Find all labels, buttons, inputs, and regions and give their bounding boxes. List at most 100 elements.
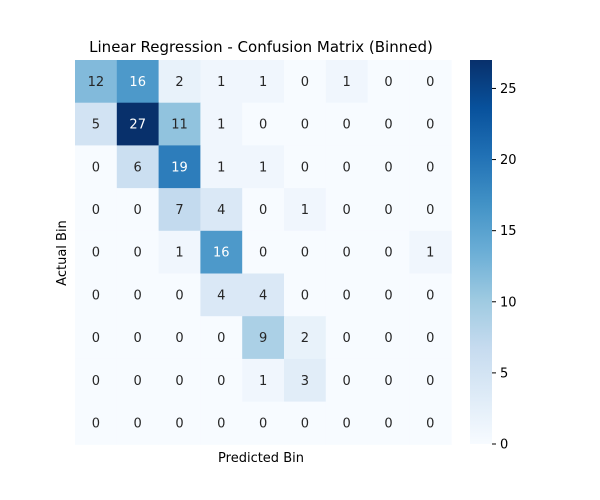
cell-value-label: 4: [217, 288, 225, 303]
heatmap-cell: [325, 102, 369, 146]
cell-value-label: 0: [134, 246, 142, 261]
cell-value-label: 27: [129, 118, 146, 133]
cell-value-label: 1: [217, 118, 225, 133]
cell-value-label: 0: [259, 416, 267, 431]
colorbar-tick-label: 25: [500, 82, 517, 97]
cell-value-label: 0: [134, 331, 142, 346]
cell-value-label: 0: [384, 75, 392, 90]
heatmap-cell: [116, 230, 160, 274]
cell-value-label: 0: [343, 118, 351, 133]
heatmap-cell: [242, 358, 285, 403]
cell-value-label: 0: [426, 416, 434, 431]
cell-value-label: 2: [175, 75, 183, 90]
heatmap-cell: [158, 60, 201, 104]
heatmap-cell: [242, 273, 285, 317]
cell-value-label: 4: [259, 288, 267, 303]
cell-value-label: 0: [426, 288, 434, 303]
cell-value-label: 0: [343, 160, 351, 175]
heatmap-cell: [284, 401, 327, 445]
cell-value-label: 9: [259, 331, 267, 346]
cell-value-label: 11: [171, 118, 188, 133]
cell-value-label: 0: [384, 160, 392, 175]
cell-value-label: 0: [92, 416, 100, 431]
heatmap-cell: [200, 145, 243, 189]
heatmap-cell: [158, 188, 201, 232]
cell-value-label: 0: [92, 288, 100, 303]
cell-value-label: 0: [343, 246, 351, 261]
heatmap-cell: [409, 230, 452, 274]
cell-value-label: 1: [259, 374, 267, 389]
colorbar-ticks: 0 5 10 15 20 25: [492, 82, 517, 453]
heatmap-cell: [367, 102, 410, 146]
heatmap-cell: [158, 358, 201, 403]
heatmap-cell: [367, 401, 410, 445]
cell-value-label: 0: [384, 416, 392, 431]
heatmap-cell: [367, 145, 410, 189]
heatmap-cell: [116, 102, 160, 146]
cell-value-label: 0: [384, 288, 392, 303]
heatmap-cell: [367, 316, 410, 360]
heatmap-cell: [242, 145, 285, 189]
heatmap-cell: [409, 273, 452, 317]
heatmap-cell: [325, 316, 369, 360]
cell-value-label: 0: [301, 118, 309, 133]
heatmap-cell: [116, 358, 160, 403]
cell-value-label: 0: [384, 331, 392, 346]
colorbar-tick-label: 15: [500, 224, 517, 239]
heatmap-cell: [75, 145, 118, 189]
heatmap-cell: [158, 102, 201, 146]
cell-value-label: 1: [426, 246, 434, 261]
heatmap-cell: [325, 358, 369, 403]
heatmap-cell: [75, 273, 118, 317]
heatmap-cell: [116, 60, 160, 104]
heatmap-cell: [75, 401, 118, 445]
cell-value-label: 3: [301, 374, 309, 389]
heatmap-cell: [367, 188, 410, 232]
heatmap-cell: [284, 316, 327, 360]
cell-value-label: 0: [343, 374, 351, 389]
heatmap-cell: [284, 102, 327, 146]
heatmap-cell: [200, 273, 243, 317]
heatmap-cell: [242, 230, 285, 274]
heatmap-cell: [325, 188, 369, 232]
heatmap-cell: [116, 188, 160, 232]
heatmap-cell: [325, 401, 369, 445]
cell-value-label: 1: [217, 160, 225, 175]
heatmap-cell: [158, 230, 201, 274]
heatmap-cell: [75, 102, 118, 146]
cell-value-label: 0: [426, 374, 434, 389]
heatmap-cell: [409, 145, 452, 189]
cell-value-label: 1: [259, 75, 267, 90]
cell-value-label: 0: [301, 246, 309, 261]
cell-value-label: 0: [217, 331, 225, 346]
heatmap-cell: [367, 358, 410, 403]
y-axis-label: Actual Bin: [55, 220, 70, 286]
heatmap-cell: [158, 316, 201, 360]
heatmap-cell: [158, 273, 201, 317]
cell-value-label: 1: [259, 160, 267, 175]
heatmap-cell: [116, 316, 160, 360]
cell-value-label: 0: [134, 288, 142, 303]
cell-value-label: 0: [384, 118, 392, 133]
cell-value-label: 12: [88, 75, 105, 90]
cell-value-label: 0: [426, 75, 434, 90]
heatmap-cell: [325, 230, 369, 274]
cell-value-label: 0: [426, 118, 434, 133]
cell-value-label: 5: [92, 118, 100, 133]
cell-value-label: 0: [175, 288, 183, 303]
heatmap-cell: [200, 60, 243, 104]
cell-value-label: 0: [92, 203, 100, 218]
heatmap-cell: [158, 401, 201, 445]
heatmap-cell: [242, 188, 285, 232]
cell-value-label: 0: [343, 288, 351, 303]
heatmap-cell: [409, 316, 452, 360]
heatmap-cell: [116, 401, 160, 445]
cell-value-label: 0: [343, 416, 351, 431]
heatmap-cell: [75, 188, 118, 232]
cell-value-label: 0: [301, 288, 309, 303]
heatmap-cell: [200, 401, 243, 445]
heatmap-cell: [284, 60, 327, 104]
heatmap-cell: [284, 145, 327, 189]
cell-value-label: 0: [343, 203, 351, 218]
